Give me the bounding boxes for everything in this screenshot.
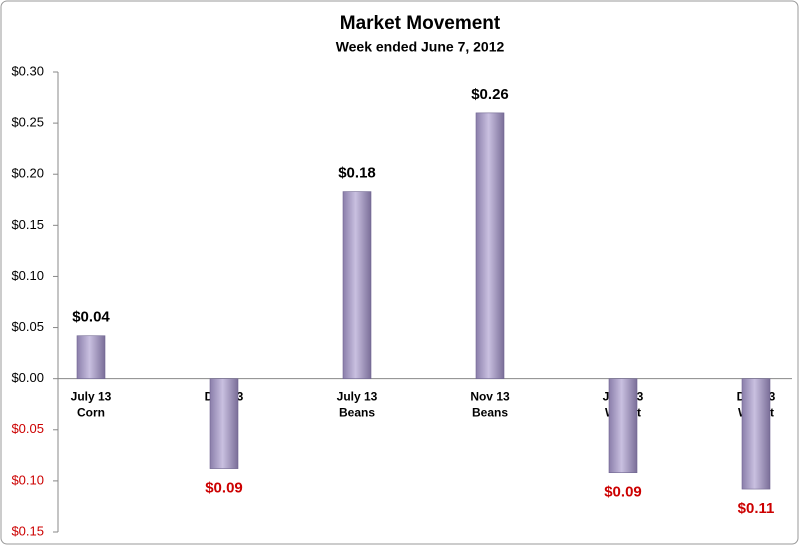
y-tick-label: $0.00 — [11, 370, 44, 385]
y-tick-label: $0.15 — [11, 523, 44, 538]
y-tick-label: $0.05 — [11, 421, 44, 436]
y-tick-label: $0.10 — [11, 268, 44, 283]
data-label: $0.04 — [72, 309, 110, 326]
data-label: $0.11 — [738, 500, 775, 517]
data-label: $0.18 — [338, 165, 376, 182]
bar — [209, 378, 239, 469]
chart-subtitle: Week ended June 7, 2012 — [336, 39, 505, 55]
y-tick-label: $0.10 — [11, 472, 44, 487]
data-label: $0.09 — [205, 480, 243, 497]
x-tick-label: July 13 Beans — [337, 390, 378, 420]
x-tick-label: July 13 Corn — [71, 390, 112, 420]
y-tick-label: $0.30 — [11, 63, 44, 78]
bar — [608, 378, 638, 474]
chart-title: Market Movement — [340, 13, 501, 34]
y-tick-label: $0.25 — [11, 115, 44, 130]
data-label: $0.09 — [604, 484, 642, 501]
y-tick-label: $0.05 — [11, 319, 44, 334]
x-tick-label: Nov 13 Beans — [470, 390, 510, 420]
bar — [342, 191, 372, 379]
y-tick-label: $0.15 — [11, 217, 44, 232]
data-label: $0.26 — [471, 86, 509, 103]
y-tick-label: $0.20 — [11, 166, 44, 181]
bar — [475, 112, 505, 379]
bar — [76, 335, 106, 379]
bar — [741, 378, 771, 490]
